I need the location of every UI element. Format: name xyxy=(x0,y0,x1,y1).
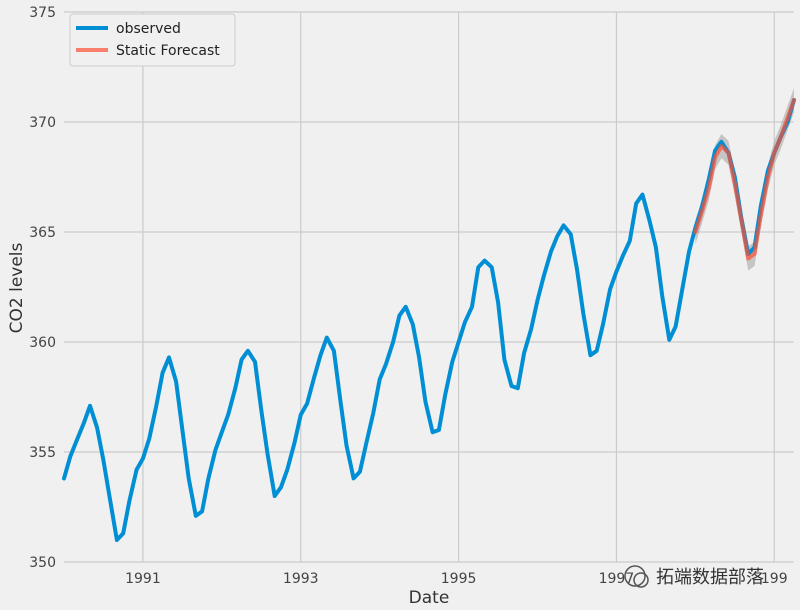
wechat-icon-inner xyxy=(633,572,649,588)
wechat-icon xyxy=(624,565,646,587)
y-tick-label: 375 xyxy=(29,5,56,21)
x-tick-label: 1993 xyxy=(283,571,319,587)
y-tick-label: 370 xyxy=(29,115,56,131)
x-axis-label: Date xyxy=(409,588,450,608)
legend-label-forecast: Static Forecast xyxy=(116,43,220,59)
y-tick-label: 365 xyxy=(29,225,56,241)
x-tick-label: 1991 xyxy=(125,571,161,587)
watermark: 拓端数据部落 xyxy=(624,565,764,588)
x-tick-label: 1995 xyxy=(441,571,477,587)
legend-box xyxy=(69,13,236,67)
y-tick-label: 350 xyxy=(29,555,56,571)
observed-series-line xyxy=(62,98,796,542)
y-tick-label: 360 xyxy=(29,335,56,351)
series-lines xyxy=(62,98,796,542)
legend-label-observed: observed xyxy=(116,21,181,37)
x-axis-ticks: 1991 1993 1995 1997 199 xyxy=(125,571,788,587)
x-tick-label: 199 xyxy=(761,571,788,587)
legend: observed Static Forecast xyxy=(69,13,236,67)
y-axis-label: CO2 levels xyxy=(7,242,27,333)
forecast-series-line xyxy=(693,98,796,261)
watermark-text: 拓端数据部落 xyxy=(656,567,764,588)
y-tick-label: 355 xyxy=(29,445,56,461)
y-axis-ticks: 350 355 360 365 370 375 xyxy=(29,5,56,571)
